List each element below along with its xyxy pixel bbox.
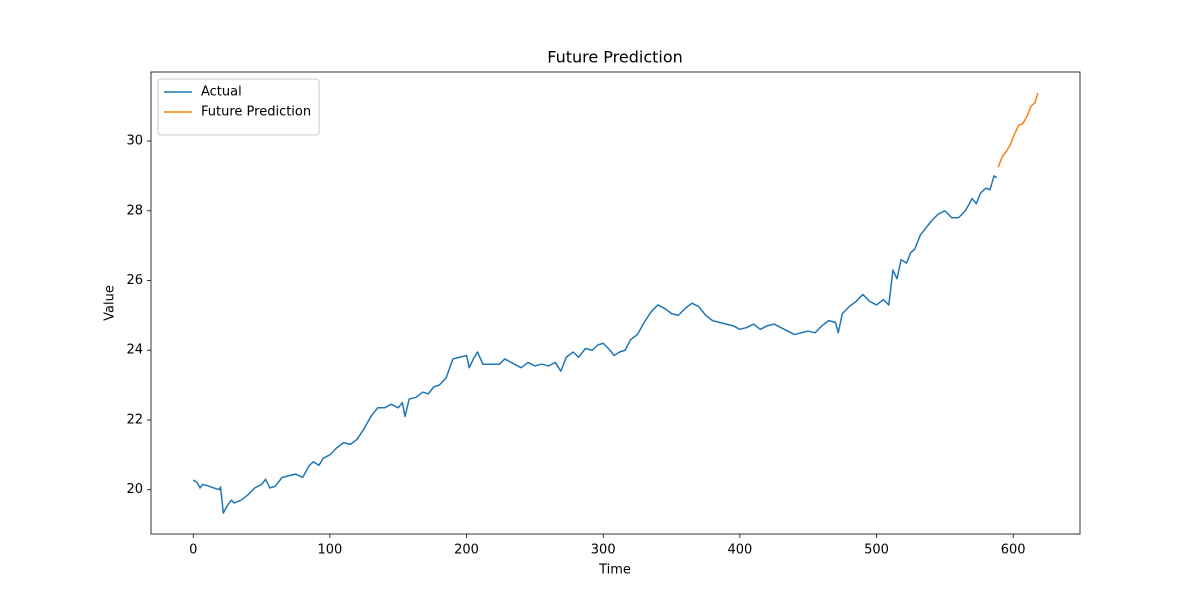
legend: Actual Future Prediction xyxy=(157,78,320,136)
axes-frame xyxy=(150,71,1081,535)
x-tick-label: 500 xyxy=(864,543,889,558)
x-tick-label: 0 xyxy=(189,543,197,558)
x-axis-label: Time xyxy=(598,563,631,578)
legend-label: Actual xyxy=(201,85,242,100)
legend-box xyxy=(157,78,320,136)
data-line xyxy=(997,92,1039,168)
y-tick-label: 30 xyxy=(126,134,143,149)
y-tick-label: 20 xyxy=(126,482,143,497)
y-tick-label: 24 xyxy=(126,343,143,358)
x-tick-label: 600 xyxy=(1001,543,1026,558)
x-tick-label: 400 xyxy=(727,543,752,558)
y-tick-label: 28 xyxy=(126,203,143,218)
y-axis-label: Value xyxy=(103,285,118,321)
plot-area xyxy=(192,92,1039,514)
legend-label: Future Prediction xyxy=(201,105,311,120)
x-tick-label: 100 xyxy=(317,543,342,558)
data-line xyxy=(192,175,998,514)
chart-title: Future Prediction xyxy=(547,48,683,67)
y-tick-label: 22 xyxy=(126,412,143,427)
x-tick-label: 200 xyxy=(454,543,479,558)
x-tick-label: 300 xyxy=(591,543,616,558)
y-tick-label: 26 xyxy=(126,273,143,288)
